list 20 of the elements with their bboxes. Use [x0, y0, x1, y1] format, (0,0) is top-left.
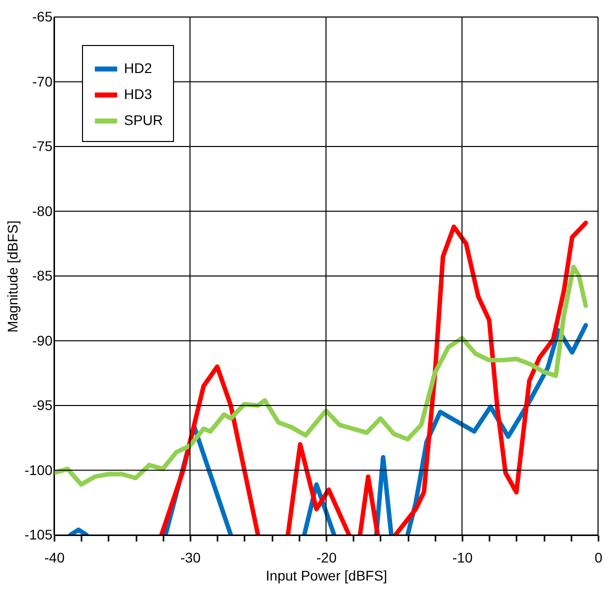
y-tick-label: -70: [32, 73, 53, 90]
y-tick-label: -65: [32, 8, 53, 24]
x-tick-label: 0: [594, 550, 603, 566]
y-tick-label: -90: [32, 332, 53, 348]
y-axis-title: Magnitude [dBFS]: [4, 220, 20, 333]
y-tick-label: -85: [32, 268, 53, 284]
legend-label: HD3: [124, 86, 152, 102]
y-tick-label: -75: [32, 138, 53, 154]
y-tick-label: -105: [24, 526, 53, 542]
y-tick-label: -80: [32, 202, 53, 219]
x-tick-label: -30: [180, 550, 201, 566]
y-tick-label: -95: [32, 397, 53, 413]
y-tick-label: -100: [24, 462, 53, 478]
x-tick-label: -10: [452, 550, 473, 566]
legend-label: HD2: [124, 60, 152, 76]
line-series: [54, 264, 588, 487]
x-tick-label: -20: [316, 550, 337, 566]
legend-label: SPUR: [124, 112, 163, 128]
x-axis-title: Input Power [dBFS]: [266, 568, 388, 584]
x-tick-label: -40: [44, 550, 65, 566]
